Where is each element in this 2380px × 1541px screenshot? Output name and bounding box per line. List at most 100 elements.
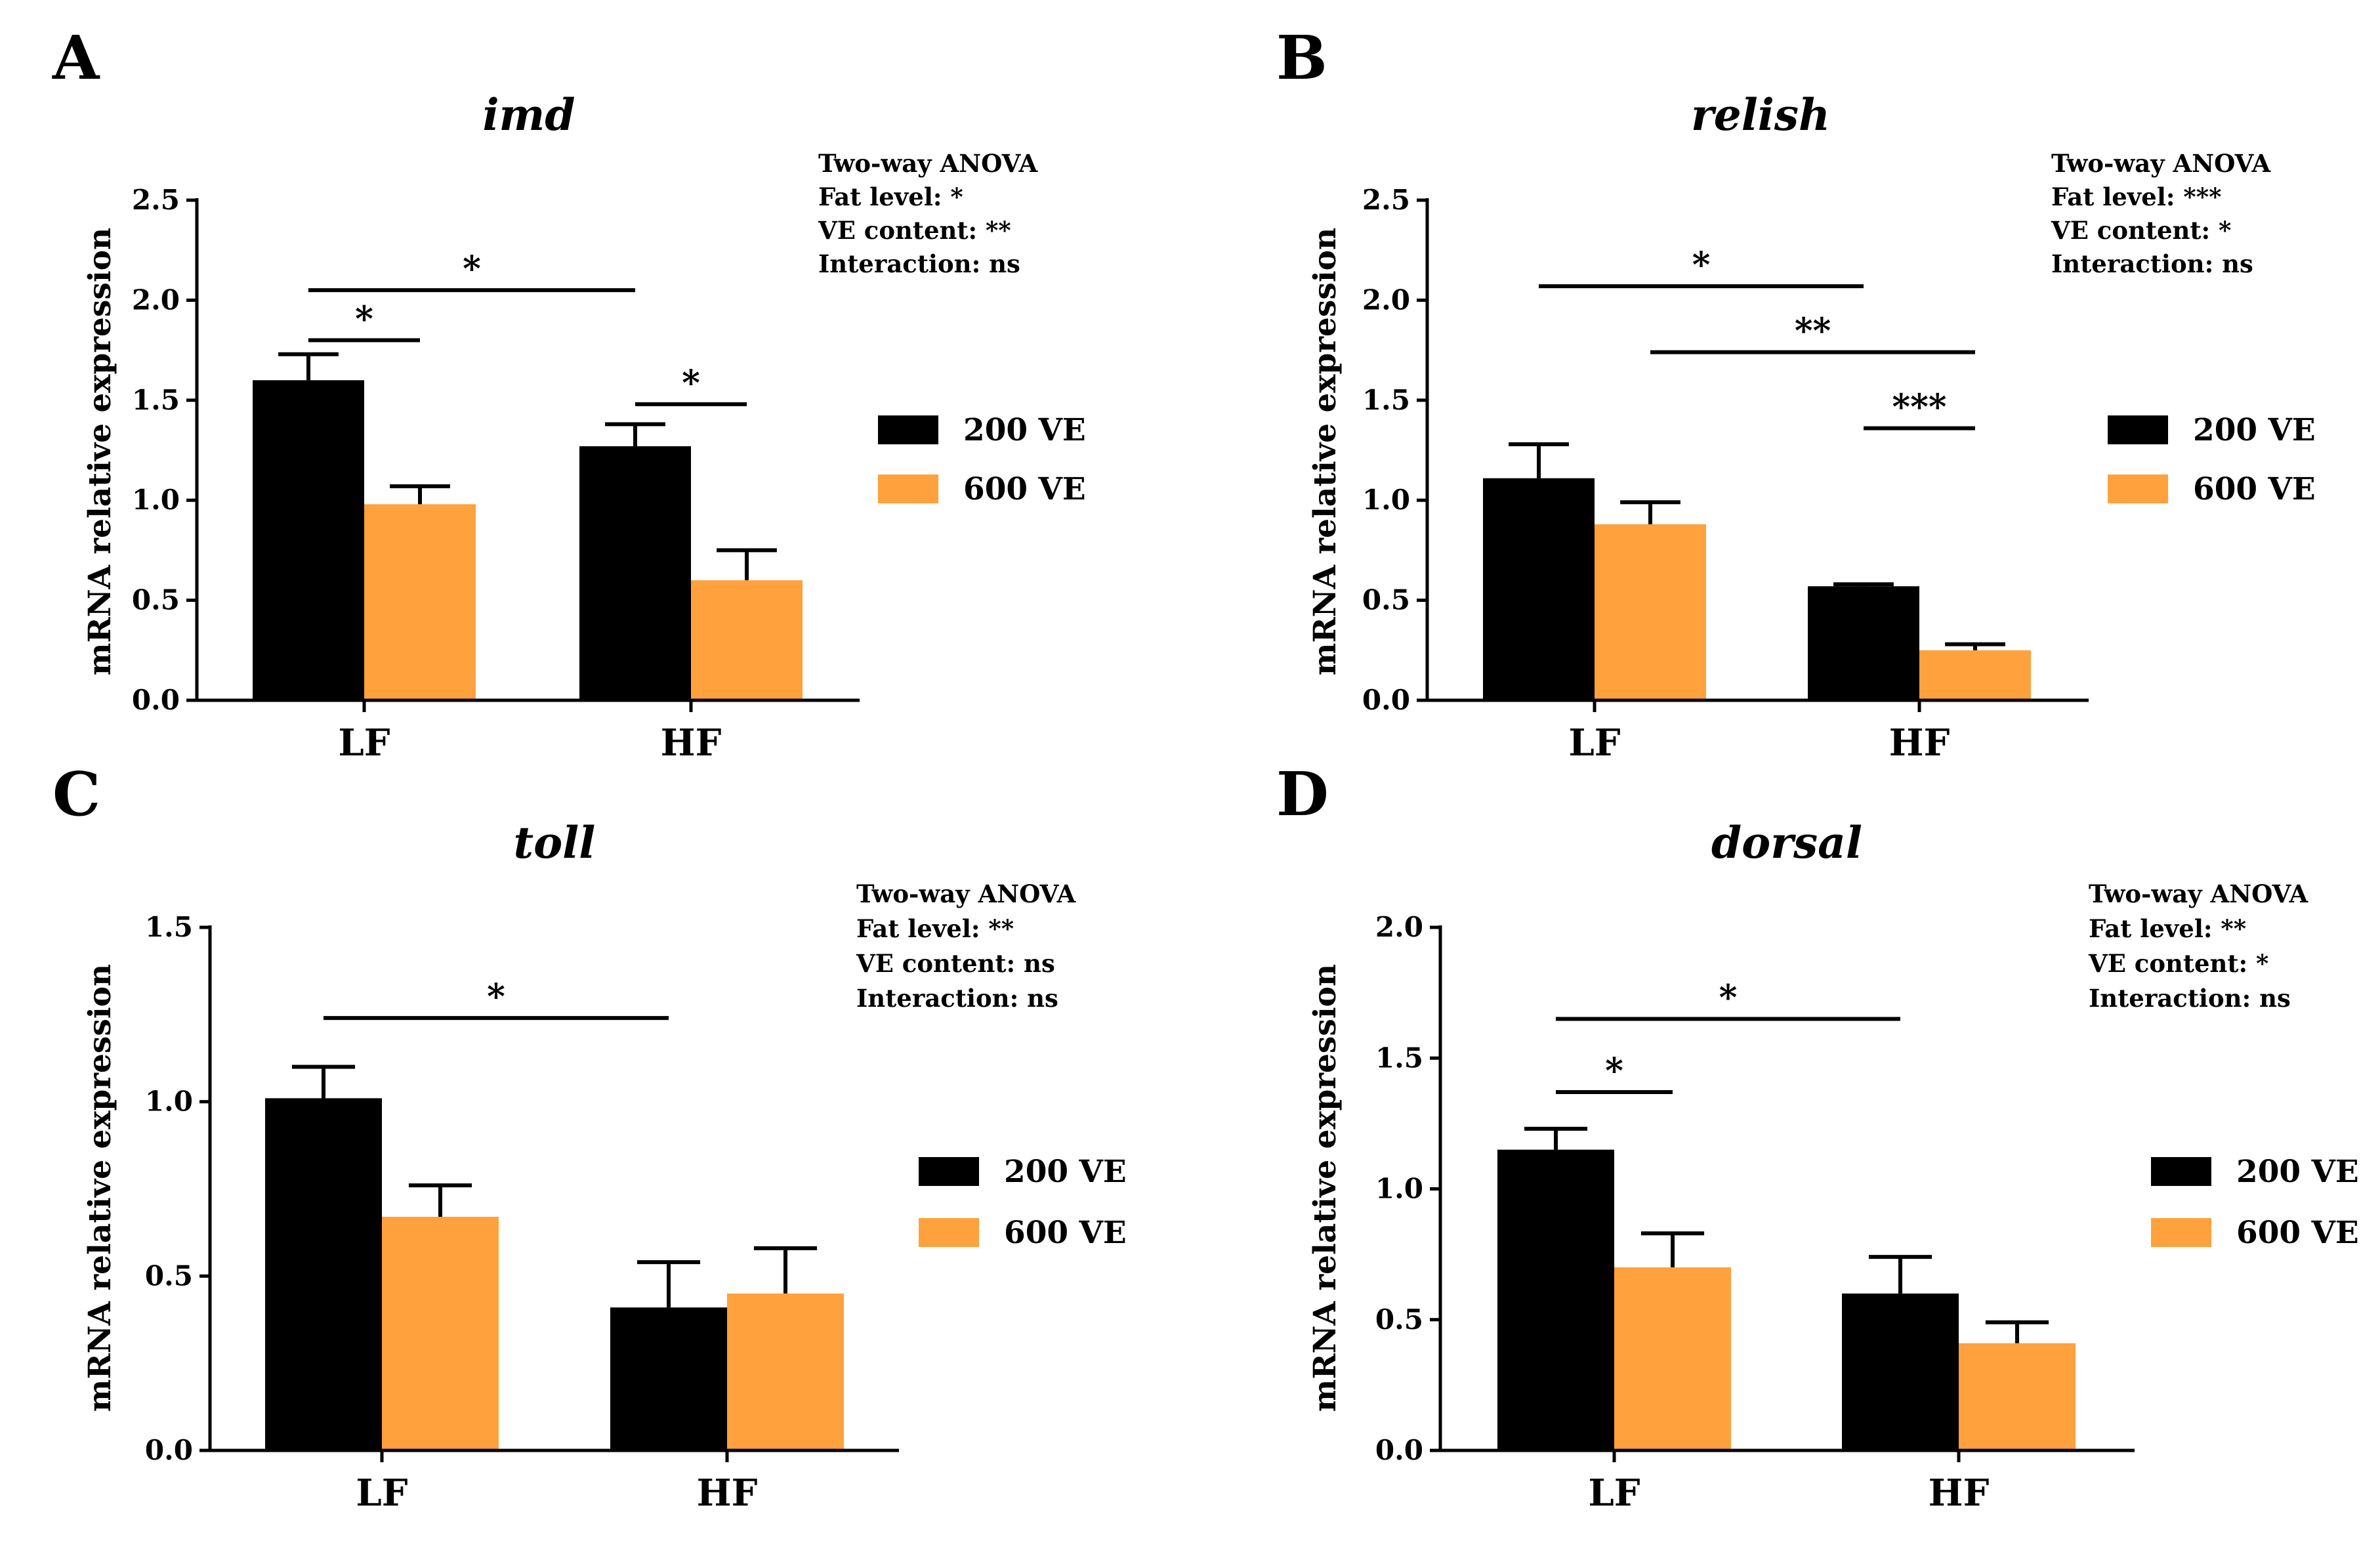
x-tick-label: LF [338, 721, 390, 765]
significance-label: * [1605, 1051, 1623, 1091]
anova-line: Fat level: *** [2051, 182, 2221, 211]
significance-label: * [355, 299, 373, 339]
panel-letter: B [1276, 22, 1327, 93]
chart-title: imd [482, 89, 575, 140]
y-tick-label: 1.5 [132, 384, 180, 416]
anova-line: Interaction: ns [818, 249, 1020, 278]
anova-line: VE content: * [2051, 216, 2231, 245]
y-tick-label: 0.0 [1362, 684, 1410, 716]
significance-label: *** [1892, 387, 1946, 427]
legend-swatch [878, 415, 938, 444]
y-tick-label: 2.0 [1362, 284, 1410, 316]
bar [1842, 1293, 1959, 1450]
panel-letter: A [52, 22, 100, 93]
bar [1959, 1343, 2076, 1450]
significance-label: * [463, 249, 481, 289]
legend-label: 600 VE [2236, 1215, 2359, 1251]
y-tick-label: 2.5 [132, 184, 180, 216]
legend-swatch [2151, 1218, 2211, 1247]
anova-line: Fat level: ** [2089, 914, 2246, 943]
bar [1614, 1267, 1731, 1450]
y-tick-label: 1.0 [145, 1086, 193, 1118]
y-tick-label: 1.0 [1375, 1173, 1423, 1205]
anova-line: VE content: ** [818, 216, 1011, 245]
bar [579, 446, 691, 700]
significance-label: * [1719, 977, 1738, 1018]
significance-label: ** [1795, 311, 1831, 352]
y-tick-label: 1.5 [1375, 1042, 1423, 1074]
anova-line: VE content: ns [856, 949, 1055, 978]
y-tick-label: 0.0 [145, 1434, 193, 1466]
y-tick-label: 1.5 [1362, 384, 1410, 416]
y-tick-label: 2.0 [1375, 911, 1423, 943]
bar [253, 380, 364, 700]
legend-label: 600 VE [1004, 1215, 1127, 1251]
chart-title: dorsal [1711, 817, 1862, 868]
x-tick-label: HF [1929, 1471, 1990, 1515]
anova-line: Two-way ANOVA [856, 879, 1077, 908]
x-tick-label: LF [1568, 721, 1620, 765]
legend-swatch [878, 475, 938, 503]
panel-letter: D [1276, 759, 1329, 830]
bar [1595, 524, 1706, 700]
y-tick-label: 1.5 [145, 911, 193, 943]
legend-label: 200 VE [963, 412, 1086, 448]
legend-label: 200 VE [1004, 1154, 1127, 1190]
bar [1483, 478, 1595, 700]
panel-letter: C [52, 759, 100, 830]
anova-line: Two-way ANOVA [818, 149, 1039, 178]
y-axis-label: mRNA relative expression [82, 228, 118, 675]
anova-line: Interaction: ns [856, 984, 1058, 1013]
y-axis-label: mRNA relative expression [82, 964, 118, 1412]
y-tick-label: 2.5 [1362, 184, 1410, 216]
x-tick-label: HF [661, 721, 722, 765]
x-tick-label: LF [356, 1471, 407, 1515]
legend-label: 200 VE [2236, 1154, 2359, 1190]
y-tick-label: 0.5 [145, 1259, 193, 1292]
bar [265, 1098, 382, 1450]
x-tick-label: LF [1588, 1471, 1640, 1515]
anova-line: Interaction: ns [2089, 984, 2291, 1013]
x-tick-label: HF [1889, 721, 1950, 765]
bar [1497, 1149, 1614, 1450]
bar [1808, 586, 1919, 700]
y-tick-label: 0.0 [132, 684, 180, 716]
anova-line: Two-way ANOVA [2051, 149, 2272, 178]
y-tick-label: 1.0 [1362, 484, 1410, 516]
y-tick-label: 0.5 [1375, 1303, 1423, 1336]
chart-title: toll [514, 817, 596, 868]
legend-swatch [2108, 475, 2168, 503]
anova-line: Fat level: ** [856, 914, 1014, 943]
legend-swatch [2151, 1157, 2211, 1186]
legend-swatch [919, 1218, 979, 1247]
y-tick-label: 0.0 [1375, 1434, 1423, 1466]
bar [610, 1307, 727, 1450]
anova-line: Two-way ANOVA [2089, 879, 2309, 908]
y-tick-label: 0.5 [132, 584, 180, 616]
legend-swatch [2108, 415, 2168, 444]
x-tick-label: HF [697, 1471, 758, 1515]
anova-line: Interaction: ns [2051, 249, 2253, 278]
anova-line: Fat level: * [818, 182, 963, 211]
legend-swatch [919, 1157, 979, 1186]
bar [364, 504, 476, 700]
legend-label: 200 VE [2193, 412, 2316, 448]
anova-line: VE content: * [2088, 949, 2268, 978]
bar [1919, 650, 2031, 700]
y-tick-label: 0.5 [1362, 584, 1410, 616]
bar [382, 1217, 499, 1450]
bar [727, 1293, 844, 1450]
significance-label: * [487, 977, 505, 1017]
y-axis-label: mRNA relative expression [1307, 964, 1343, 1412]
legend-label: 600 VE [2193, 471, 2316, 507]
significance-label: * [1692, 245, 1711, 285]
y-axis-label: mRNA relative expression [1307, 228, 1343, 675]
significance-label: * [682, 363, 700, 404]
legend-label: 600 VE [963, 471, 1086, 507]
